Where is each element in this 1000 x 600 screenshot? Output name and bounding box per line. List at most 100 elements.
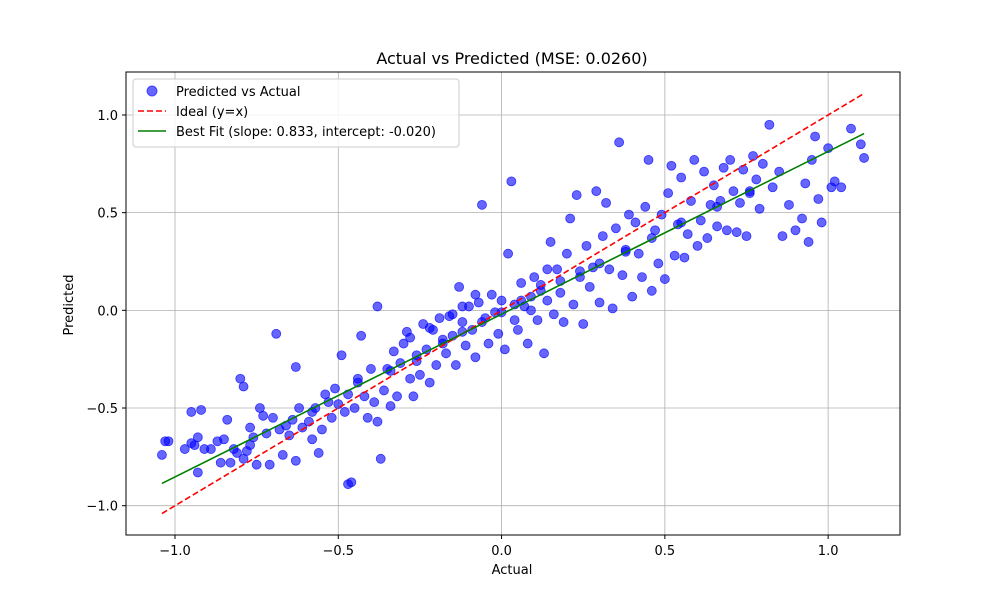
x-tick-label: −1.0 bbox=[159, 544, 191, 559]
scatter-point bbox=[829, 176, 840, 187]
scatter-point bbox=[532, 315, 543, 326]
scatter-point bbox=[339, 407, 350, 417]
scatter-point bbox=[222, 414, 233, 425]
scatter-point bbox=[232, 448, 242, 458]
scatter-point bbox=[336, 350, 347, 361]
scatter-point bbox=[362, 412, 373, 423]
legend-label-fit: Best Fit (slope: 0.833, intercept: -0.02… bbox=[176, 125, 436, 140]
scatter-point bbox=[846, 123, 856, 134]
scatter-point bbox=[388, 346, 399, 357]
scatter-point bbox=[460, 340, 471, 351]
scatter-point bbox=[408, 391, 419, 402]
scatter-point bbox=[294, 403, 304, 413]
scatter-point bbox=[493, 328, 504, 339]
scatter-point bbox=[192, 467, 203, 478]
scatter-point bbox=[735, 197, 745, 208]
scatter-point bbox=[290, 362, 301, 372]
scatter-point bbox=[542, 295, 553, 306]
scatter-point bbox=[607, 303, 618, 314]
scatter-point bbox=[225, 457, 236, 468]
scatter-point bbox=[526, 305, 536, 316]
legend-box bbox=[132, 78, 460, 148]
scatter-point bbox=[712, 221, 723, 232]
scatter-point bbox=[669, 250, 680, 261]
scatter-point bbox=[552, 264, 562, 275]
chart-title: Actual vs Predicted (MSE: 0.0260) bbox=[376, 49, 647, 68]
scatter-point bbox=[512, 324, 523, 335]
scatter-point bbox=[470, 352, 481, 363]
x-axis-ticks: −1.0 −0.5 0.0 0.5 1.0 bbox=[159, 535, 838, 559]
y-tick-label: 0.5 bbox=[97, 207, 118, 222]
scatter-point bbox=[506, 176, 517, 187]
scatter-point bbox=[375, 453, 386, 464]
scatter-point bbox=[424, 377, 435, 388]
x-tick-label: 0.0 bbox=[491, 544, 512, 559]
scatter-point bbox=[633, 248, 644, 259]
x-tick-label: 1.0 bbox=[818, 544, 839, 559]
scatter-point bbox=[581, 240, 592, 251]
scatter-point bbox=[379, 385, 389, 396]
ideal-line bbox=[161, 92, 865, 515]
scatter-point bbox=[627, 291, 638, 302]
scatter-point bbox=[682, 229, 693, 240]
scatter-point bbox=[346, 477, 357, 488]
best-fit-line bbox=[161, 132, 865, 485]
scatter-point bbox=[813, 194, 824, 204]
scatter-point bbox=[238, 381, 249, 392]
scatter-point bbox=[219, 434, 229, 445]
x-axis-label: Actual bbox=[492, 563, 533, 578]
scatter-point bbox=[728, 186, 739, 197]
scatter-point bbox=[614, 137, 625, 148]
scatter-point bbox=[415, 369, 425, 380]
scatter-point bbox=[447, 309, 458, 320]
scatter-point bbox=[366, 364, 376, 374]
scatter-point bbox=[431, 360, 442, 370]
scatter-point bbox=[695, 215, 706, 226]
scatter-point bbox=[268, 412, 278, 423]
scatter-point bbox=[859, 153, 869, 163]
scatter-point bbox=[251, 459, 262, 470]
y-tick-label: 0.0 bbox=[97, 304, 118, 319]
scatter-point bbox=[271, 328, 282, 339]
chart-lines bbox=[161, 92, 865, 515]
scatter-point bbox=[659, 274, 670, 284]
scatter-point bbox=[457, 317, 468, 327]
scatter-point bbox=[816, 217, 827, 228]
scatter-point bbox=[797, 213, 807, 224]
scatter-point bbox=[810, 131, 820, 142]
scatter-point bbox=[617, 270, 628, 281]
scatter-point bbox=[604, 264, 615, 275]
y-tick-label: −0.5 bbox=[86, 402, 118, 417]
scatter-point bbox=[646, 285, 657, 296]
scatter-point bbox=[731, 227, 742, 238]
scatter-point bbox=[385, 401, 396, 411]
scatter-point bbox=[486, 289, 497, 300]
scatter-point bbox=[450, 360, 461, 370]
scatter-point bbox=[457, 301, 468, 312]
scatter-point bbox=[640, 201, 651, 212]
scatter-point bbox=[192, 432, 203, 443]
scatter-point bbox=[454, 281, 465, 292]
scatter-point bbox=[313, 448, 324, 458]
scatter-point bbox=[689, 155, 700, 165]
scatter-point bbox=[679, 252, 690, 263]
scatter-point bbox=[258, 410, 269, 421]
scatter-point bbox=[757, 158, 768, 169]
scatter-point bbox=[539, 348, 549, 359]
scatter-point bbox=[722, 225, 732, 236]
scatter-point bbox=[392, 391, 402, 402]
scatter-point bbox=[561, 248, 572, 259]
scatter-point bbox=[297, 422, 308, 433]
scatter-point bbox=[637, 272, 647, 283]
scatter-points bbox=[157, 119, 869, 490]
scatter-point bbox=[594, 297, 605, 308]
scatter-point bbox=[708, 180, 719, 191]
scatter-point bbox=[542, 264, 553, 275]
scatter-point bbox=[597, 231, 608, 242]
scatter-point bbox=[215, 457, 226, 468]
scatter-point bbox=[699, 166, 709, 177]
scatter-point bbox=[477, 199, 487, 210]
scatter-point bbox=[676, 172, 687, 183]
scatter-point bbox=[163, 436, 174, 447]
scatter-point bbox=[558, 317, 569, 327]
